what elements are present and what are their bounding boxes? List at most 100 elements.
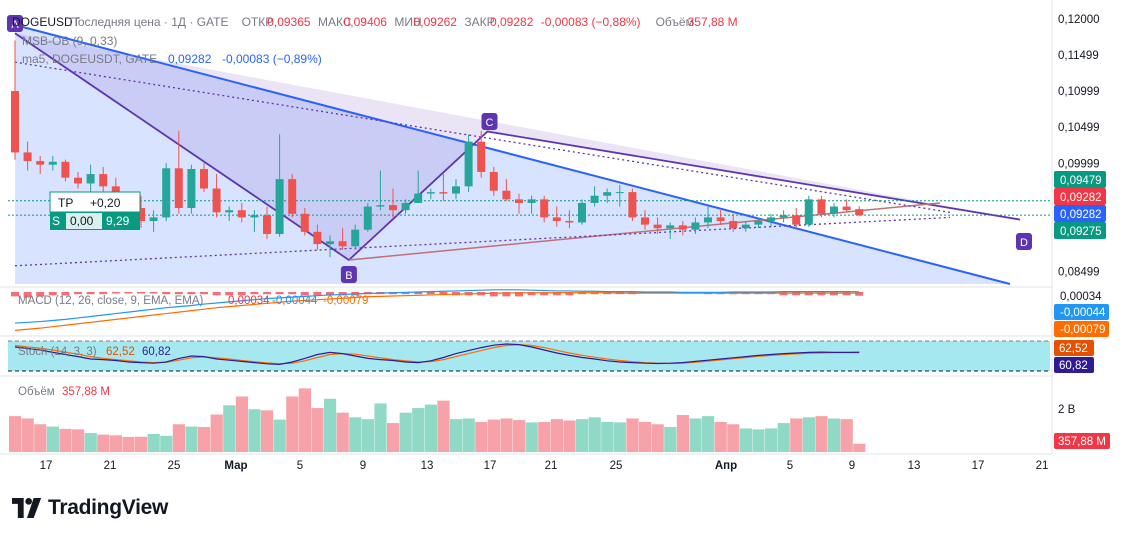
tradingview-logo[interactable]: TradingView	[12, 496, 168, 520]
stoch-badge	[1054, 340, 1094, 356]
volume-bar	[739, 428, 752, 452]
volume-bar	[538, 421, 551, 452]
point-marker-label: D	[1020, 237, 1028, 249]
candle	[578, 202, 586, 223]
candle	[250, 215, 259, 218]
header-open: 0,09365	[267, 15, 311, 29]
sl-value: 0,00	[70, 214, 94, 228]
volume-bar	[777, 423, 790, 452]
candle	[300, 213, 309, 232]
volume-bar	[727, 424, 740, 452]
candle	[515, 199, 523, 203]
candle	[225, 210, 234, 213]
tp-label: TP	[58, 196, 73, 210]
macd-histogram-bar	[149, 292, 158, 294]
volume-bar	[46, 426, 59, 452]
volume-bar	[185, 426, 198, 452]
header-low: 0,09262	[414, 15, 458, 29]
volume-bar	[160, 435, 173, 452]
price-badge	[1054, 188, 1106, 205]
candle	[628, 192, 637, 218]
header-high: 0,09406	[344, 15, 388, 29]
time-tick-label: 25	[610, 460, 623, 472]
volume-bar	[324, 398, 337, 452]
point-marker-a[interactable]	[7, 15, 23, 32]
time-tick-label: 21	[545, 460, 558, 472]
candle	[61, 161, 70, 178]
time-tick-label: 9	[849, 460, 855, 472]
volume-value: 357,88 M	[62, 386, 110, 398]
macd-histogram-bar	[99, 292, 108, 295]
volume-bar	[576, 419, 589, 452]
macd-histogram-bar	[250, 292, 259, 295]
macd-histogram-bar	[212, 292, 221, 296]
candle	[174, 168, 183, 209]
candle	[855, 209, 864, 216]
macd-histogram-bar	[200, 292, 208, 295]
volume-bar	[198, 427, 211, 452]
candle	[590, 195, 599, 203]
macd-histogram-bar	[137, 292, 145, 294]
macd-badge-label: 0,00034	[1060, 291, 1102, 303]
candle	[729, 221, 738, 229]
candle	[615, 192, 624, 194]
volume-bar	[311, 408, 324, 452]
macd-value-signal: -0,00079	[323, 295, 368, 307]
stoch-d-value: 60,82	[142, 346, 171, 358]
volume-bar	[702, 416, 715, 452]
candle	[527, 199, 536, 203]
stoch-k-value: 62,52	[106, 346, 135, 358]
price-tick-label: 0,12000	[1058, 14, 1100, 26]
candle	[817, 199, 826, 214]
candle	[439, 192, 448, 194]
volume-bar	[450, 419, 463, 452]
volume-bar	[550, 419, 563, 452]
point-marker-b[interactable]	[340, 266, 357, 283]
header-volume: 357,88 M	[688, 15, 738, 29]
macd-histogram-bar	[275, 292, 284, 295]
candle	[326, 241, 334, 245]
time-tick-label: 9	[360, 460, 366, 472]
candle	[754, 221, 763, 225]
candle	[565, 221, 574, 223]
price-tick-label: 0,10499	[1058, 122, 1100, 134]
volume-bar	[210, 414, 223, 452]
volume-bar	[97, 434, 110, 452]
volume-bar	[437, 400, 450, 452]
point-marker-c[interactable]	[481, 113, 498, 130]
candle	[74, 177, 82, 184]
price-badge-label: 0,09282	[1060, 192, 1102, 204]
volume-bar	[248, 409, 261, 452]
point-marker-label: A	[11, 19, 19, 31]
volume-bar	[828, 418, 841, 452]
volume-bar	[613, 422, 626, 452]
candle	[767, 217, 775, 222]
candle	[477, 141, 486, 172]
time-tick-label: Апр	[715, 460, 737, 472]
candle	[792, 215, 801, 225]
macd-histogram-bar	[401, 292, 410, 295]
macd-histogram-bar	[237, 292, 246, 296]
macd-histogram-bar	[111, 292, 120, 294]
volume-bar	[235, 396, 248, 452]
point-marker-d[interactable]	[1016, 233, 1032, 250]
macd-histogram-bar	[540, 292, 549, 296]
macd-histogram-bar	[855, 292, 864, 296]
volume-bar	[790, 418, 803, 452]
volume-bar	[412, 408, 425, 452]
price-tick-label: 0,11499	[1058, 50, 1099, 62]
stoch-k-line	[14, 343, 860, 366]
volume-bar	[588, 417, 601, 452]
volume-axis-label: 2 B	[1058, 404, 1076, 416]
macd-label: MACD (12, 26, close, 9, EMA, EMA)	[18, 295, 204, 307]
volume-bar	[651, 424, 664, 452]
macd-badge-label: -0,00079	[1060, 324, 1105, 336]
candle	[779, 215, 788, 218]
time-tick-label: 17	[972, 460, 985, 472]
macd-histogram-bar	[414, 292, 423, 295]
macd-histogram-bar	[187, 292, 196, 295]
volume-bar	[853, 443, 866, 452]
volume-bar	[563, 420, 576, 452]
